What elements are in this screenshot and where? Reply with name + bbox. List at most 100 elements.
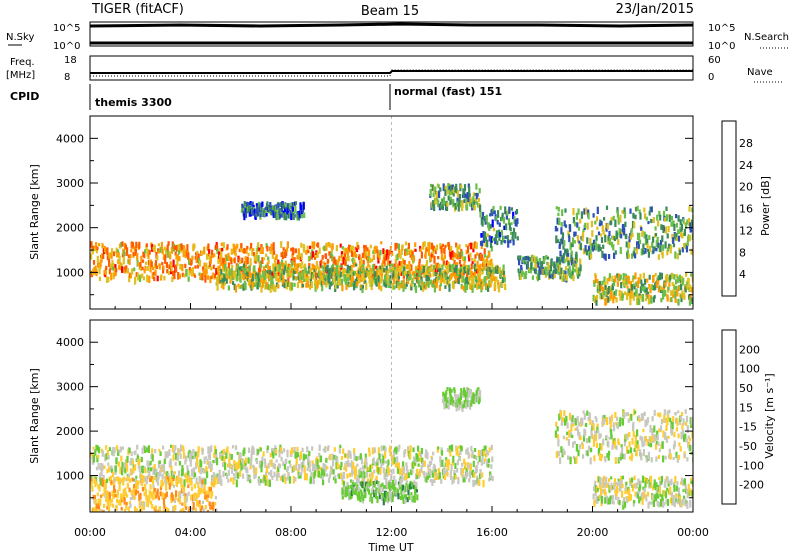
power-cell (196, 264, 199, 269)
power-cell (177, 244, 180, 251)
velocity-cell (299, 474, 302, 479)
velocity-cell (375, 487, 378, 492)
velocity-cell (166, 476, 169, 480)
velocity-cell (235, 470, 238, 478)
power-cell (291, 253, 294, 259)
power-cell (401, 284, 404, 288)
velocity-colorbar-tick: -200 (739, 479, 764, 492)
velocity-cell (456, 394, 459, 400)
velocity-cell (599, 433, 602, 438)
velocity-cell (258, 460, 261, 469)
velocity-cell (357, 496, 360, 501)
power-cell (644, 289, 647, 294)
power-cell (557, 206, 560, 212)
velocity-cell (678, 495, 681, 501)
velocity-cell (145, 479, 148, 485)
power-cell (135, 272, 138, 277)
velocity-cell (664, 491, 668, 499)
power-cell (358, 263, 361, 271)
velocity-cell (169, 458, 172, 467)
power-cell (446, 189, 449, 195)
velocity-cell (203, 484, 206, 492)
velocity-cell (638, 485, 641, 492)
velocity-cell (667, 454, 671, 459)
velocity-cell (639, 480, 642, 485)
velocity-cell (277, 466, 280, 472)
power-cell (236, 243, 239, 249)
power-cell (265, 213, 268, 217)
power-cell (503, 225, 506, 230)
power-cell (442, 183, 445, 192)
power-cell (155, 265, 158, 269)
power-cell (303, 245, 306, 253)
power-cell (449, 196, 452, 201)
power-cell (154, 269, 157, 277)
power-cell (166, 269, 169, 274)
power-cell (463, 266, 466, 274)
velocity-cell (574, 418, 578, 426)
velocity-cell (683, 495, 686, 499)
power-cell (314, 284, 317, 292)
velocity-cell (650, 435, 653, 443)
power-cell (595, 235, 598, 241)
power-cell (596, 206, 599, 214)
power-cell (288, 208, 291, 212)
power-cell (663, 226, 666, 232)
velocity-cell (96, 509, 99, 512)
velocity-cell (194, 451, 197, 457)
power-cell (326, 264, 329, 271)
power-cell (620, 282, 623, 289)
velocity-cell (95, 466, 99, 471)
power-cell (452, 257, 455, 261)
velocity-cell (157, 496, 160, 501)
power-cell (500, 270, 503, 278)
power-cell (685, 222, 688, 229)
power-cell (420, 251, 423, 259)
velocity-cell (213, 473, 216, 480)
power-cell (458, 244, 461, 250)
velocity-cell (657, 484, 660, 493)
power-cell (463, 199, 466, 203)
power-cell (279, 269, 282, 273)
power-cell (599, 219, 602, 224)
power-cell (579, 264, 582, 272)
power-cell (434, 197, 437, 205)
power-cell (570, 250, 573, 256)
velocity-cell (626, 412, 629, 416)
velocity-cell (348, 472, 351, 478)
velocity-cell (614, 489, 617, 495)
velocity-cell (631, 453, 634, 459)
power-cell (233, 283, 236, 291)
velocity-cell (368, 480, 372, 485)
power-cell (601, 225, 604, 232)
power-cell (291, 282, 294, 291)
power-cell (502, 277, 505, 283)
velocity-cell (209, 502, 212, 510)
velocity-cell (404, 473, 408, 480)
power-cell (661, 251, 664, 259)
power-cell (307, 276, 310, 282)
velocity-cell (141, 465, 145, 474)
power-cell (350, 270, 354, 279)
velocity-cell (94, 479, 97, 487)
power-cell (291, 207, 294, 215)
velocity-cell (478, 479, 481, 486)
velocity-cell (600, 455, 603, 462)
power-cell (548, 269, 551, 278)
power-cell (647, 293, 650, 298)
velocity-cell (615, 422, 618, 426)
power-cell (311, 263, 314, 271)
velocity-cell (445, 400, 448, 409)
power-cell (262, 257, 266, 261)
power-cell (198, 259, 202, 267)
velocity-cell (560, 446, 563, 453)
velocity-colorbar-tick: 15 (739, 401, 753, 414)
velocity-cell (323, 469, 326, 477)
power-cell (437, 199, 440, 208)
power-cell (282, 204, 285, 209)
power-cell (561, 209, 564, 217)
velocity-cell (175, 452, 178, 460)
velocity-cell (399, 485, 402, 490)
power-cell (398, 261, 401, 266)
power-cell (486, 233, 489, 237)
